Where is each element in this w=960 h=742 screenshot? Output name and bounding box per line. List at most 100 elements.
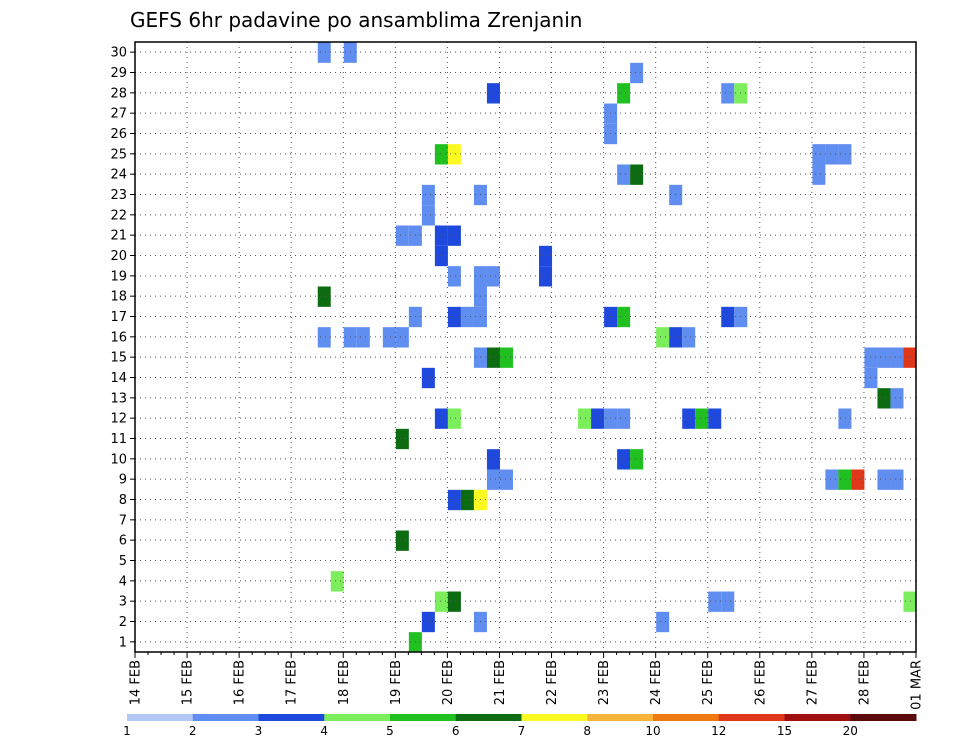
grid-lines — [135, 42, 916, 652]
heat-cell — [890, 347, 904, 368]
heat-cell — [604, 408, 618, 429]
heat-cell — [317, 42, 331, 63]
heat-cell — [434, 225, 448, 246]
heat-cell — [708, 408, 722, 429]
heat-cell — [434, 144, 448, 165]
y-tick-label: 29 — [110, 66, 127, 81]
legend-swatch — [784, 714, 851, 721]
y-tick-label: 13 — [110, 391, 127, 406]
x-tick-label: 19 FEB — [389, 660, 404, 705]
heat-cell — [656, 611, 670, 633]
heat-cell — [617, 83, 631, 104]
legend-label: 1 — [123, 724, 131, 738]
x-tick-label: 18 FEB — [337, 660, 352, 705]
heat-cell — [864, 347, 878, 368]
heat-cell — [421, 184, 435, 206]
heat-cell — [708, 591, 722, 612]
y-tick-label: 12 — [110, 412, 127, 427]
legend-swatch — [455, 714, 522, 721]
y-tick-label: 28 — [110, 86, 127, 101]
x-tick-label: 17 FEB — [285, 660, 300, 705]
heat-cell — [630, 164, 644, 185]
heat-cell — [460, 306, 474, 328]
y-tick-label: 26 — [110, 127, 127, 142]
legend-swatch — [587, 714, 654, 721]
heat-cell — [317, 286, 331, 307]
y-tick-label: 4 — [119, 574, 127, 589]
heat-cell — [434, 591, 448, 612]
y-tick-label: 22 — [110, 208, 127, 223]
heat-cell — [395, 225, 409, 246]
legend-swatch — [850, 714, 917, 721]
heat-cell — [421, 367, 435, 389]
legend-label: 5 — [386, 724, 394, 738]
heat-cell — [317, 327, 331, 348]
heat-cell — [617, 306, 631, 328]
y-tick-label: 7 — [119, 513, 127, 528]
heat-cell — [356, 327, 370, 348]
legend-label: 7 — [518, 724, 526, 738]
heat-cell — [486, 449, 500, 470]
heat-cell — [838, 144, 852, 165]
x-axis: 14 FEB 15 FEB 16 FEB 17 FEB 18 FEB 19 FEB 20 F… — [129, 652, 925, 710]
y-tick-label: 11 — [110, 432, 127, 447]
x-tick-label: 28 FEB — [857, 660, 872, 705]
heat-cell — [486, 347, 500, 368]
y-tick-label: 16 — [110, 330, 127, 345]
heat-cell — [499, 347, 513, 368]
heat-cell — [447, 408, 461, 429]
chart-title: GEFS 6hr padavine po ansamblima Zrenjani… — [130, 8, 582, 32]
heat-cell — [421, 205, 435, 226]
x-tick-label: 24 FEB — [649, 660, 664, 705]
heat-cell — [447, 144, 461, 165]
heat-cell — [617, 164, 631, 185]
heat-cell — [617, 408, 631, 429]
legend-label: 20 — [843, 724, 858, 738]
heat-cell — [486, 266, 500, 287]
heat-cell — [721, 591, 735, 612]
legend-swatch — [653, 714, 720, 721]
legend-label: 4 — [320, 724, 328, 738]
heat-cell — [877, 469, 891, 490]
legend-label: 3 — [255, 724, 263, 738]
heat-cell — [838, 408, 852, 429]
x-tick-label: 23 FEB — [597, 660, 612, 705]
heat-cell — [604, 103, 618, 124]
heat-cell — [721, 83, 735, 104]
heat-cell — [682, 327, 696, 348]
heat-cell — [617, 449, 631, 470]
heat-cell — [825, 469, 839, 490]
y-tick-label: 30 — [110, 46, 127, 61]
legend-label: 2 — [189, 724, 197, 738]
legend-label: 8 — [583, 724, 591, 738]
heat-cell — [890, 388, 904, 409]
y-tick-label: 18 — [110, 290, 127, 305]
x-tick-label: 21 FEB — [493, 660, 508, 705]
x-tick-label: 01 MAR — [910, 660, 925, 710]
heat-cell — [395, 327, 409, 348]
heat-cell — [903, 591, 917, 612]
y-tick-label: 15 — [110, 351, 127, 366]
data-cells — [317, 42, 917, 653]
y-tick-label: 23 — [110, 188, 127, 203]
y-tick-label: 19 — [110, 269, 127, 284]
y-tick-label: 10 — [110, 452, 127, 467]
heat-cell — [473, 347, 487, 368]
heat-cell — [695, 408, 709, 429]
y-tick-label: 8 — [119, 493, 127, 508]
heat-cell — [434, 408, 448, 429]
heat-cell — [434, 245, 448, 267]
heat-cell — [408, 632, 422, 653]
y-tick-label: 17 — [110, 310, 127, 325]
legend-swatch — [324, 714, 391, 721]
x-tick-label: 27 FEB — [805, 660, 820, 705]
y-tick-label: 14 — [110, 371, 127, 386]
y-tick-label: 24 — [110, 168, 127, 183]
heat-cell — [656, 327, 670, 348]
heat-cell — [578, 408, 592, 429]
heat-cell — [382, 327, 396, 348]
x-tick-label: 22 FEB — [545, 660, 560, 705]
heat-cell — [486, 469, 500, 490]
legend-label: 10 — [645, 724, 660, 738]
